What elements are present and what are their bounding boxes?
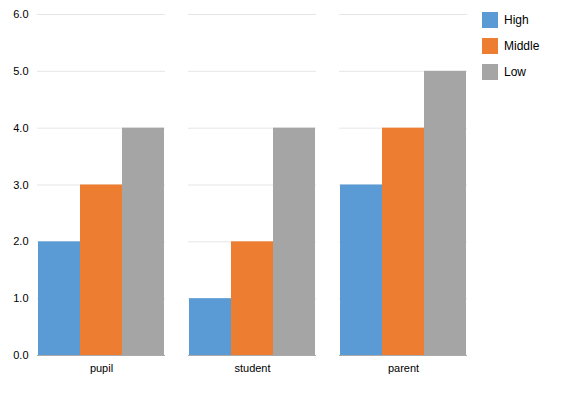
html-text:Middle: Middle (504, 39, 540, 53)
svg-text:2.0: 2.0 (13, 235, 28, 247)
svg-text:1.0: 1.0 (13, 292, 28, 304)
svg-text:3.0: 3.0 (13, 179, 28, 191)
svg-text:pupil: pupil (90, 362, 113, 374)
svg-text:parent: parent (388, 362, 419, 374)
svg-text:5.0: 5.0 (13, 65, 28, 77)
svg-text:4.0: 4.0 (13, 122, 28, 134)
html-text:Low: Low (504, 65, 526, 79)
svg-text:student: student (234, 362, 270, 374)
svg-text:0.0: 0.0 (13, 349, 28, 361)
html-text:High: High (504, 13, 529, 27)
svg-text:6.0: 6.0 (13, 8, 28, 20)
